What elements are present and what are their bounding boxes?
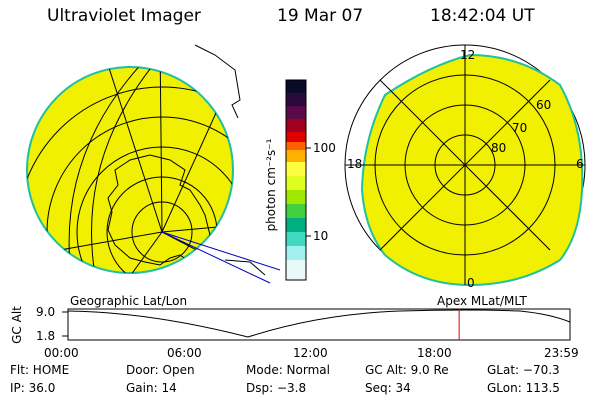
colorbar-band — [286, 246, 306, 260]
geographic-map-caption: Geographic Lat/Lon — [70, 294, 188, 308]
altitude-xtick: 12:00 — [293, 346, 328, 360]
altitude-xtick: 23:59 — [544, 346, 579, 360]
magnetic-map — [344, 44, 586, 287]
altitude-ylabel: GC Alt — [10, 306, 24, 344]
glon-status: GLon: 113.5 — [487, 381, 560, 395]
mode-status: Mode: Normal — [246, 363, 330, 377]
colorbar-band — [286, 119, 306, 132]
magnetic-map-image — [360, 53, 584, 287]
colorbar-band — [286, 190, 306, 204]
mlat-label-60: 60 — [536, 98, 552, 112]
colorbar-units-label: photon cm⁻²s⁻¹ — [264, 138, 278, 232]
app-title: Ultraviolet Imager — [47, 6, 201, 26]
door-status: Door: Open — [126, 363, 195, 377]
colorbar-band — [286, 93, 306, 106]
gain-status: Gain: 14 — [126, 381, 177, 395]
altitude-xtick: 06:00 — [167, 346, 202, 360]
colorbar-band — [286, 232, 306, 246]
time-label: 18:42:04 UT — [430, 6, 535, 26]
mlt-label-0: 0 — [467, 276, 475, 290]
magnetic-map-caption: Apex MLat/MLT — [437, 294, 527, 308]
colorbar-band — [286, 106, 306, 119]
colorbar-band — [286, 80, 306, 93]
flight-status: Flt: HOME — [10, 363, 70, 377]
mlt-label-12: 12 — [460, 48, 476, 62]
mlt-label-18: 18 — [347, 157, 363, 171]
colorbar-tick-100: 100 — [313, 141, 336, 155]
altitude-curve — [67, 309, 571, 338]
colorbar-band — [286, 142, 306, 150]
mlat-label-80: 80 — [491, 141, 507, 155]
colorbar-band — [286, 260, 306, 280]
colorbar-band — [286, 132, 306, 142]
colorbar-band — [286, 204, 306, 218]
altitude-xtick: 00:00 — [44, 346, 79, 360]
colorbar-band — [286, 218, 306, 232]
dsp-status: Dsp: −3.8 — [246, 381, 307, 395]
altitude-plot — [62, 308, 571, 341]
seq-status: Seq: 34 — [365, 381, 411, 395]
gc-alt-status: GC Alt: 9.0 Re — [365, 363, 449, 377]
altitude-xtick: 18:00 — [417, 346, 452, 360]
colorbar-band — [286, 150, 306, 162]
date-label: 19 Mar 07 — [277, 6, 364, 26]
mlat-label-70: 70 — [512, 121, 528, 135]
ip-status: IP: 36.0 — [10, 381, 56, 395]
colorbar-tick-10: 10 — [313, 229, 329, 243]
glat-status: GLat: −70.3 — [487, 363, 560, 377]
altitude-ytick-high: 9.0 — [36, 305, 56, 319]
colorbar — [285, 79, 311, 281]
altitude-ytick-low: 1.8 — [36, 329, 56, 343]
colorbar-band — [286, 176, 306, 190]
colorbar-band — [286, 162, 306, 176]
mlt-label-6: 6 — [576, 157, 584, 171]
